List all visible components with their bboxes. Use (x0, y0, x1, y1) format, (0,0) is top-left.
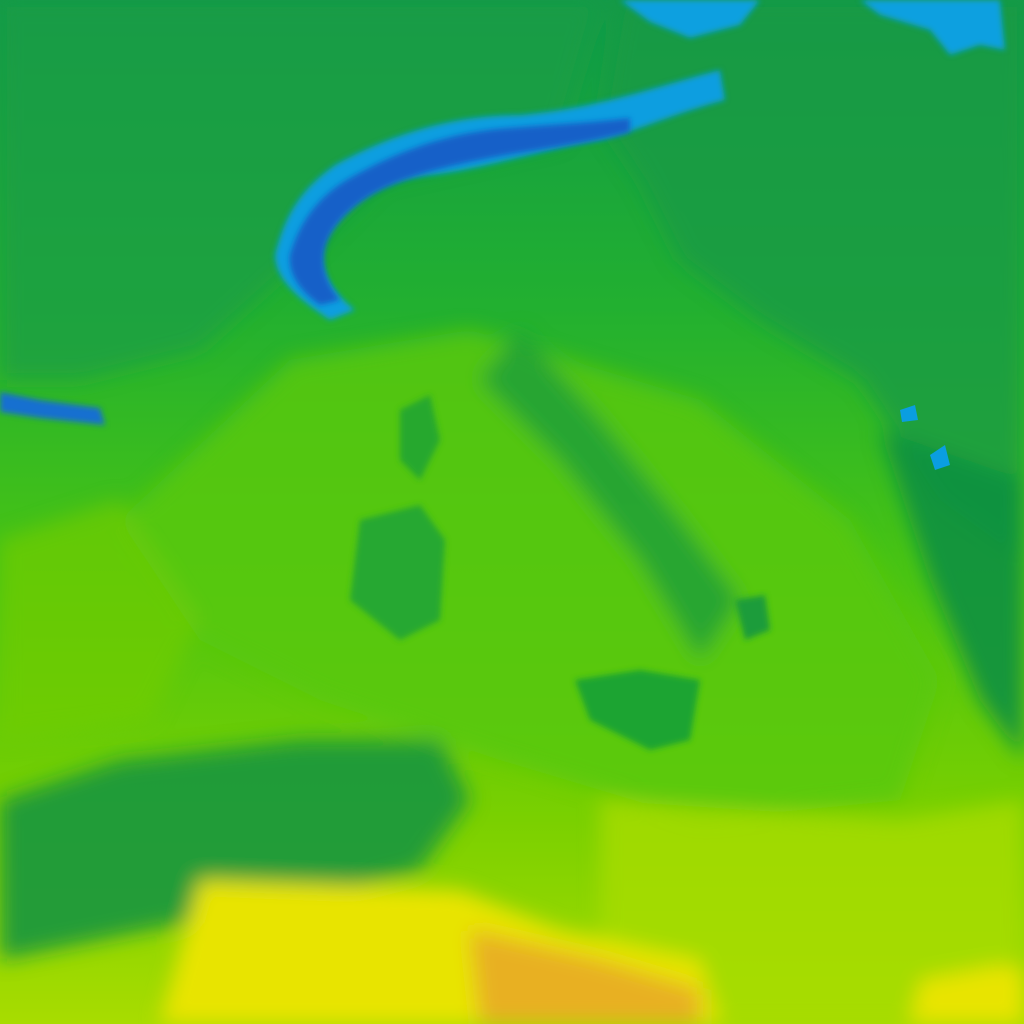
islands (350, 395, 770, 750)
mountain-cold-areas (0, 0, 1005, 470)
